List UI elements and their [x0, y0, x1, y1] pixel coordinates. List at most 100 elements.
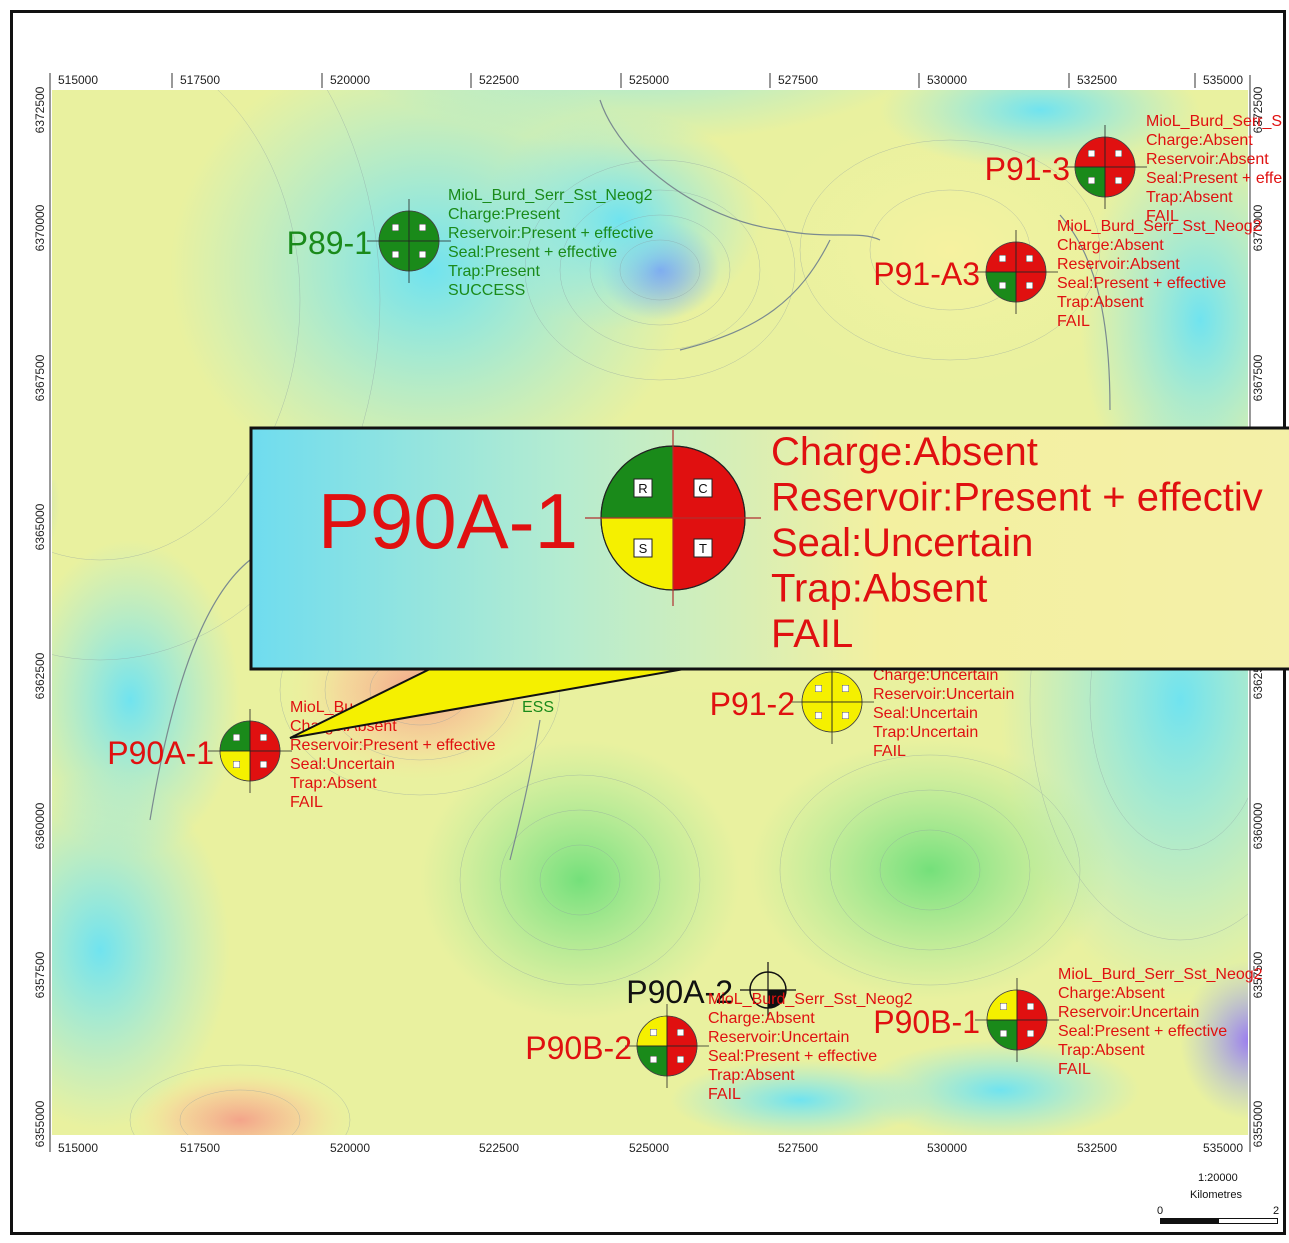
callout-status-line: Trap:Absent [771, 567, 987, 611]
well-label: P91-3 [985, 151, 1070, 187]
well-symbol[interactable] [974, 230, 1058, 314]
scale-ratio: 1:20000 [1198, 1172, 1238, 1184]
well-status-line: FAIL [708, 1086, 741, 1103]
well-p90a-1[interactable]: P90A-1MioL_BuCharge:AbsentReservoir:Pres… [107, 699, 495, 811]
well-symbol[interactable] [625, 1004, 709, 1088]
x-axis-top: 515000 517500 520000 522500 525000 527500 5300… [49, 73, 1243, 88]
well-status-line: Charge:Present [448, 206, 561, 223]
well-p91-a3[interactable]: P91-A3 MioL_Burd_Serr_Sst_Neog2 Charge:Abs… [873, 218, 1261, 330]
x-tick-label: 525000 [629, 1141, 669, 1155]
y-tick-label: 6365000 [33, 503, 47, 550]
callout: R C S T P90A-1 Charge:AbsentReservoir:Present… [249, 426, 1289, 739]
well-label: P91-2 [710, 686, 795, 722]
fault-lines [149, 99, 1111, 861]
scale-bar [1160, 1218, 1278, 1224]
y-tick-label: 6372500 [33, 86, 47, 133]
x-tick-label: 530000 [927, 73, 967, 87]
hidden-fragment: ESS [522, 699, 554, 716]
well-formation: MioL_Burd_Serr_S [1146, 113, 1282, 130]
well-label: P90A-1 [107, 735, 214, 771]
well-formation: MioL_Burd_Serr_Sst_Neog2 [1058, 966, 1263, 983]
callout-status-line: Reservoir:Present + effectiv [771, 476, 1263, 520]
x-tick-label: 520000 [330, 1141, 370, 1155]
well-status-line: Seal:Uncertain [873, 705, 978, 722]
well-label: P89-1 [287, 225, 372, 261]
callout-box [249, 426, 1289, 671]
well-p90b-1[interactable]: P90B-1 MioL_Burd_Serr_Sst_Neog2 Charge:Abs… [873, 966, 1262, 1078]
wells-layer: P89-1 MioL_Burd_Serr_Sst_Neog2 Charge:Pres… [107, 113, 1282, 1103]
x-tick-label: 527500 [778, 73, 818, 87]
y-tick-label: 6367500 [1251, 354, 1265, 401]
well-status-line: Trap:Absent [1057, 294, 1144, 311]
y-tick-label: 6355000 [1251, 1100, 1265, 1147]
well-status-line: Reservoir:Absent [1057, 256, 1180, 273]
well-status-line: Charge:Absent [708, 1010, 815, 1027]
well-status-line: Reservoir:Present + effective [448, 225, 654, 242]
well-status-line: FAIL [873, 743, 906, 760]
quadrant-letter: T [699, 541, 707, 556]
well-symbol[interactable] [208, 709, 292, 793]
well-status-line: Reservoir:Present + effective [290, 737, 496, 754]
map-surface [52, 90, 1248, 1135]
well-p89-1[interactable]: P89-1 MioL_Burd_Serr_Sst_Neog2 Charge:Pres… [287, 187, 654, 299]
well-label: P90B-2 [525, 1030, 632, 1066]
well-status-line: FAIL [1057, 313, 1090, 330]
callout-status-line: FAIL [771, 612, 853, 656]
callout-well-symbol: R C S T [585, 430, 761, 606]
well-formation: MioL_Burd_Serr_Sst_Neog2 [708, 991, 913, 1008]
well-status-line: FAIL [290, 794, 323, 811]
well-status-line: Charge:Uncertain [873, 667, 998, 684]
well-status-line: Reservoir:Uncertain [1058, 1004, 1199, 1021]
y-tick-label: 6360000 [33, 802, 47, 849]
well-p91-2[interactable]: P91-2 Charge:Uncertain Reservoir:Uncertain… [710, 660, 1015, 760]
well-status-line: Seal:Present + effective [448, 244, 617, 261]
x-tick-label: 522500 [479, 1141, 519, 1155]
well-label: P91-A3 [873, 256, 980, 292]
well-p91-3[interactable]: P91-3 MioL_Burd_Serr_S Charge:Absent Reserv… [985, 113, 1283, 225]
well-status-line: Trap:Absent [1058, 1042, 1145, 1059]
well-status-line: FAIL [1146, 208, 1179, 225]
well-symbol[interactable] [790, 660, 874, 744]
x-tick-label: 520000 [330, 73, 370, 87]
well-status-line: Trap:Absent [1146, 189, 1233, 206]
well-symbol[interactable] [1063, 125, 1147, 209]
well-status-line: Trap:Uncertain [873, 724, 978, 741]
y-tick-label: 6372500 [1251, 86, 1265, 133]
well-status-line: SUCCESS [448, 282, 525, 299]
x-axis-bottom: 515000 517500 520000 522500 525000 527500 5300… [58, 1141, 1243, 1155]
x-tick-label: 535000 [1203, 73, 1243, 87]
x-tick-label: 527500 [778, 1141, 818, 1155]
x-tick-label: 535000 [1203, 1141, 1243, 1155]
y-axis-left: 6372500 6370000 6367500 6365000 6362500 63600… [33, 86, 47, 1147]
well-status-line: Seal:Present + effective [1057, 275, 1226, 292]
well-label: P90A-2 [626, 974, 733, 1010]
scale-end: 2 [1273, 1205, 1280, 1217]
x-tick-label: 522500 [479, 73, 519, 87]
y-tick-label: 6370000 [33, 204, 47, 251]
well-status-line: Seal:Present + effe [1146, 170, 1282, 187]
well-status-line: Charge:Absent [1058, 985, 1165, 1002]
x-tick-label: 532500 [1077, 1141, 1117, 1155]
quadrant-letter: R [638, 481, 647, 496]
y-tick-label: 6357500 [33, 951, 47, 998]
quadrant-letter: S [639, 541, 648, 556]
callout-well-label: P90A-1 [318, 477, 578, 565]
y-tick-label: 6367500 [33, 354, 47, 401]
y-tick-label: 6370000 [1251, 204, 1265, 251]
x-tick-label: 530000 [927, 1141, 967, 1155]
y-tick-label: 6362500 [33, 652, 47, 699]
y-tick-label: 6360000 [1251, 802, 1265, 849]
well-status-line: Seal:Uncertain [290, 756, 395, 773]
well-symbol[interactable] [367, 199, 451, 283]
x-tick-label: 517500 [180, 1141, 220, 1155]
well-status-line: Reservoir:Absent [1146, 151, 1269, 168]
well-status-line: Charge:Absent [1146, 132, 1253, 149]
well-p90b-2[interactable]: P90B-2 Charge:Absent Reservoir:Uncertain Se… [525, 1004, 877, 1103]
well-symbol[interactable] [975, 978, 1059, 1062]
x-tick-label: 517500 [180, 73, 220, 87]
well-status-line: Trap:Absent [290, 775, 377, 792]
well-status-line: Trap:Present [448, 263, 540, 280]
quadrant-letter: C [698, 481, 707, 496]
